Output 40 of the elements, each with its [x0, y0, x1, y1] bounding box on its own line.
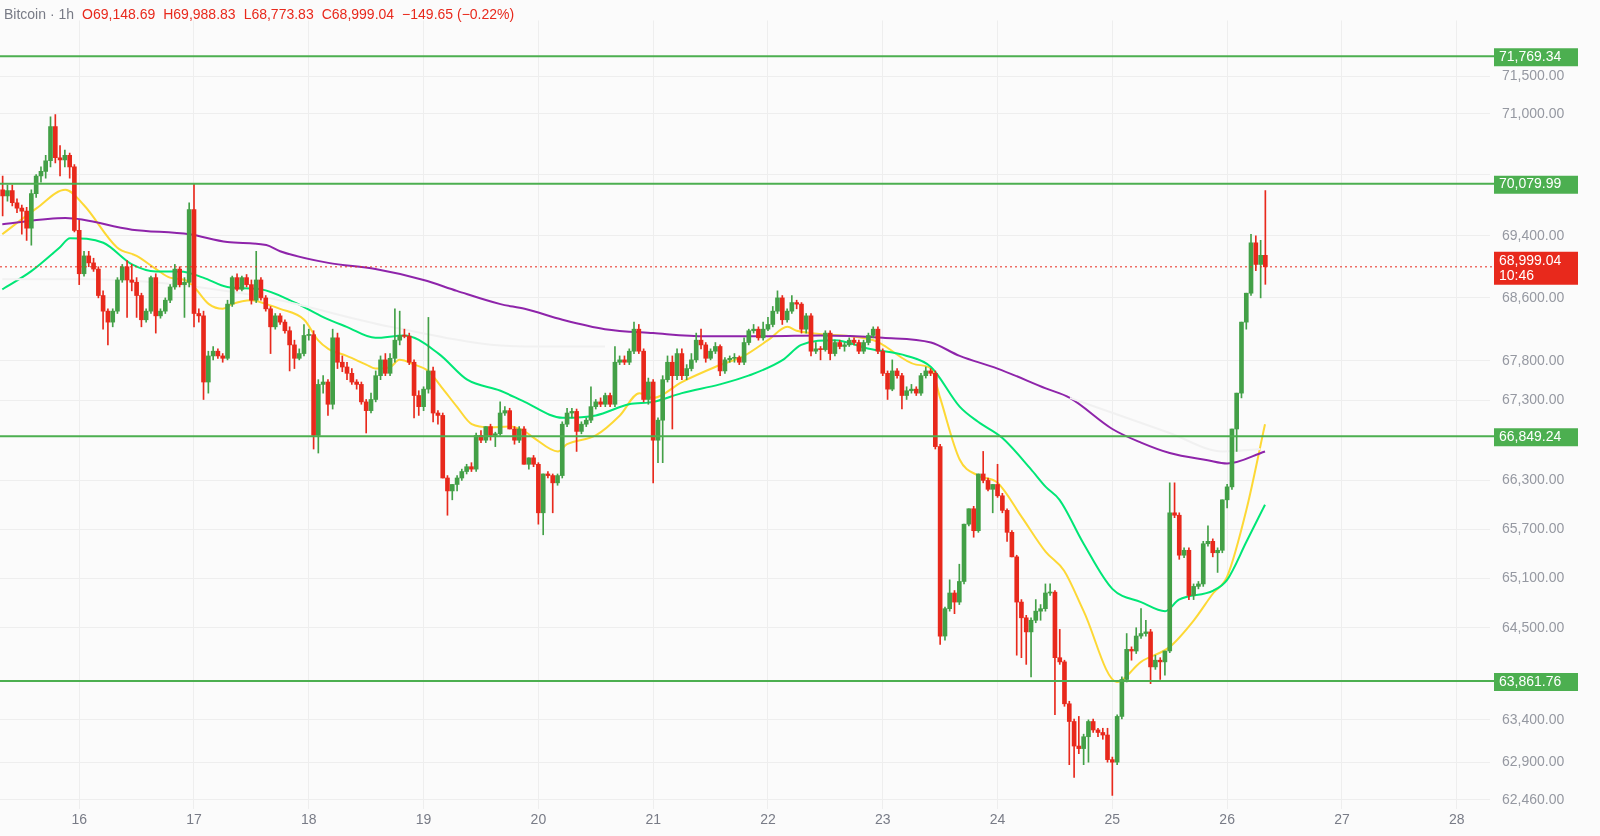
annotation: −149.65 (−0.22%)	[402, 6, 515, 22]
y-tick-label: 67,300.00	[1502, 391, 1565, 408]
y-tick-label: 65,700.00	[1502, 519, 1565, 536]
ref-line-label: 68,999.04 10:46	[1499, 251, 1562, 283]
x-tick-label: 23	[874, 811, 891, 828]
line-series	[1, 188, 1267, 683]
y-tick-label: 71,500.00	[1502, 67, 1565, 84]
x-tick-label: 25	[1104, 811, 1121, 828]
chart-title: Bitcoin · 1h	[4, 6, 75, 22]
y-tick-label: 64,500.00	[1502, 618, 1565, 635]
x-tick-label: 22	[760, 811, 776, 828]
y-tick-label: 63,400.00	[1502, 710, 1565, 727]
y-tick-label: 62,900.00	[1502, 753, 1565, 770]
y-tick-label: 62,460.00	[1502, 790, 1565, 807]
line-series	[1, 217, 1267, 465]
x-tick-label: 20	[530, 811, 547, 828]
line-series	[1, 237, 1267, 613]
x-tick-label: 17	[186, 811, 202, 828]
x-tick-label: 26	[1219, 811, 1236, 828]
x-tick-label: 21	[645, 811, 662, 828]
annotation: O69,148.69	[82, 6, 156, 22]
annotation: L68,773.83	[243, 6, 314, 22]
y-tick-label: 65,100.00	[1502, 569, 1565, 586]
ref-line-label: 63,861.76	[1499, 672, 1562, 689]
ref-line-label: 71,769.34	[1499, 47, 1562, 64]
x-tick-label: 24	[989, 811, 1006, 828]
x-tick-label: 19	[415, 811, 432, 828]
y-tick-label: 71,000.00	[1502, 104, 1565, 121]
annotation: H69,988.83	[163, 6, 236, 22]
y-tick-label: 69,400.00	[1502, 226, 1565, 243]
y-tick-label: 67,800.00	[1502, 351, 1565, 368]
annotation: C68,999.04	[321, 6, 395, 22]
x-tick-label: 18	[301, 811, 317, 828]
x-tick-label: 28	[1448, 811, 1465, 828]
ref-line-label: 70,079.99	[1499, 175, 1562, 192]
y-tick-label: 66,300.00	[1502, 471, 1565, 488]
x-tick-label: 27	[1334, 811, 1350, 828]
y-tick-label: 68,600.00	[1502, 288, 1565, 305]
ref-line-label: 66,849.24	[1499, 428, 1562, 445]
x-tick-label: 16	[71, 811, 88, 828]
